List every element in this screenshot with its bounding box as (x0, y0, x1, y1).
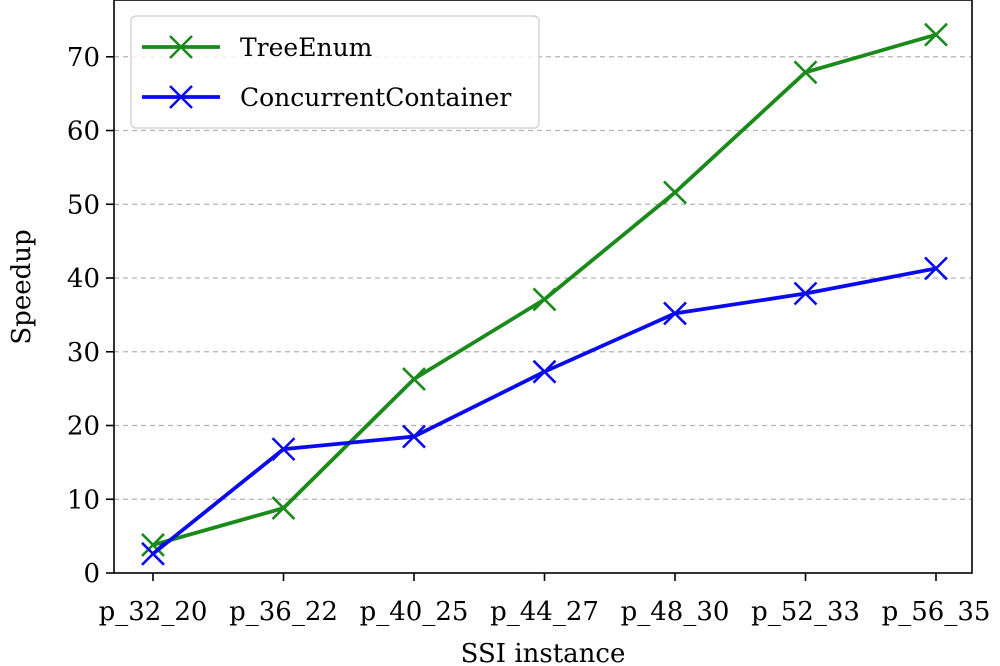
marker-stroke (663, 180, 687, 205)
marker-stroke (532, 359, 557, 384)
marker-stroke (793, 60, 818, 85)
y-tick-label: 30 (67, 338, 100, 368)
y-axis: 0 10 20 30 40 50 60 70 (67, 43, 114, 589)
data-point (402, 367, 426, 391)
data-point (402, 424, 426, 449)
data-point (532, 287, 557, 312)
x-axis: p_32_20 p_36_22 p_40_25 p_44_27 p_48_30 p_52_… (99, 573, 991, 627)
grid-lines (114, 56, 972, 500)
x-tick-label: p_40_25 (360, 597, 469, 627)
y-tick-label: 0 (83, 559, 100, 589)
y-tick-label: 50 (67, 190, 100, 220)
data-point (663, 180, 687, 205)
x-tick-label: p_44_27 (490, 597, 599, 627)
legend-label: TreeEnum (240, 33, 373, 62)
data-point (924, 22, 948, 47)
marker-stroke (141, 533, 165, 557)
data-point (271, 437, 296, 462)
marker-stroke (532, 287, 557, 312)
legend-label: ConcurrentContainer (240, 83, 511, 112)
marker-stroke (141, 541, 165, 566)
marker-stroke (663, 301, 687, 326)
data-point (924, 256, 948, 281)
data-point (271, 496, 296, 521)
legend-box (130, 15, 540, 129)
marker-stroke (924, 22, 948, 47)
data-point (141, 533, 165, 557)
x-tick-label: p_32_20 (99, 597, 208, 627)
series-ConcurrentContainer (141, 256, 948, 566)
y-axis-label: Speedup (7, 229, 37, 344)
x-tick-label: p_48_30 (621, 597, 730, 627)
plot-frame (113, 0, 973, 574)
y-tick-label: 70 (67, 43, 100, 73)
marker-stroke (924, 256, 948, 281)
marker-stroke (793, 281, 818, 306)
marker-stroke (271, 437, 296, 462)
x-tick-label: p_56_35 (882, 597, 991, 627)
y-tick-label: 20 (67, 412, 100, 442)
legend-marker (169, 35, 193, 59)
data-point (532, 359, 557, 384)
data-point (663, 301, 687, 326)
y-tick-label: 40 (67, 264, 100, 294)
marker-stroke (169, 35, 193, 59)
series-TreeEnum (141, 22, 948, 557)
x-tick-label: p_36_22 (229, 597, 338, 627)
series-layer (141, 22, 948, 566)
marker-stroke (402, 424, 426, 449)
x-tick-label: p_52_33 (751, 597, 860, 627)
y-tick-label: 60 (67, 117, 100, 147)
marker-stroke (271, 496, 296, 521)
y-tick-label: 10 (67, 485, 100, 515)
legend-marker (169, 85, 193, 109)
data-point (793, 60, 818, 85)
data-point (141, 541, 165, 566)
data-point (793, 281, 818, 306)
marker-stroke (402, 367, 426, 391)
legend: TreeEnum ConcurrentContainer (130, 15, 540, 129)
marker-stroke (169, 85, 193, 109)
x-axis-label: SSI instance (461, 639, 626, 666)
